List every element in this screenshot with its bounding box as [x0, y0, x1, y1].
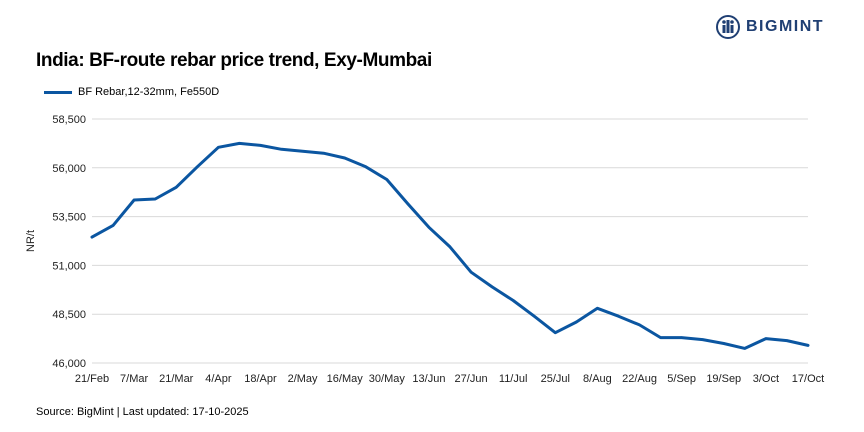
x-tick-label: 16/May — [327, 373, 364, 385]
x-tick-label: 22/Aug — [622, 373, 657, 385]
y-tick-label: 53,500 — [52, 212, 86, 224]
x-tick-label: 30/May — [369, 373, 406, 385]
data-point — [427, 226, 431, 229]
data-point — [175, 186, 178, 189]
data-point — [596, 307, 599, 310]
data-point — [132, 198, 136, 202]
data-point — [575, 320, 578, 324]
data-point — [196, 165, 199, 168]
x-tick-label: 11/Jul — [499, 373, 528, 385]
data-point — [469, 271, 473, 274]
data-point — [343, 156, 346, 160]
brand-logo: BIGMINT — [716, 14, 824, 40]
data-point — [154, 197, 157, 201]
chart-legend: BF Rebar,12-32mm, Fe550D — [44, 86, 219, 98]
x-tick-label: 17/Oct — [792, 373, 824, 385]
x-tick-label: 3/Oct — [753, 373, 779, 385]
legend-swatch — [44, 90, 72, 94]
x-tick-label: 2/May — [288, 373, 318, 385]
chart-title: India: BF-route rebar price trend, Exy-M… — [36, 50, 432, 71]
y-tick-label: 48,500 — [52, 309, 86, 321]
y-tick-label: 51,000 — [52, 260, 86, 272]
data-point — [806, 344, 810, 347]
x-tick-label: 25/Jul — [541, 373, 570, 385]
data-point — [743, 347, 746, 350]
data-point — [701, 338, 704, 341]
y-axis-title: NR/t — [25, 230, 37, 252]
x-tick-label: 8/Aug — [583, 373, 612, 385]
data-point — [617, 315, 620, 318]
data-point — [301, 150, 304, 153]
data-point — [533, 315, 536, 318]
data-point — [364, 165, 367, 168]
x-tick-label: 5/Sep — [667, 373, 696, 385]
x-tick-label: 7/Mar — [120, 373, 148, 385]
x-tick-label: 19/Sep — [706, 373, 741, 385]
data-point — [785, 339, 789, 342]
source-note: Source: BigMint | Last updated: 17-10-20… — [36, 406, 249, 418]
x-tick-label: 21/Feb — [75, 373, 109, 385]
data-point — [554, 331, 557, 334]
y-tick-label: 46,000 — [52, 358, 86, 370]
data-point — [385, 178, 388, 181]
data-point — [490, 285, 494, 289]
x-tick-label: 27/Jun — [455, 373, 488, 385]
x-tick-label: 18/Apr — [244, 373, 277, 385]
y-tick-label: 56,000 — [52, 163, 86, 175]
data-point — [448, 245, 452, 249]
data-point — [764, 337, 768, 340]
data-point — [680, 336, 683, 339]
data-point — [406, 202, 410, 206]
data-point — [512, 299, 515, 302]
data-point — [659, 336, 662, 339]
y-tick-label: 58,500 — [52, 114, 86, 126]
data-point — [259, 144, 262, 147]
x-tick-label: 4/Apr — [205, 373, 232, 385]
data-point — [322, 152, 325, 155]
bigmint-logo-icon — [716, 15, 740, 39]
data-point — [111, 224, 115, 227]
data-point — [638, 323, 641, 327]
data-point — [217, 146, 220, 149]
data-point — [280, 148, 283, 151]
data-point — [238, 142, 241, 145]
data-point — [722, 342, 725, 345]
brand-name: BIGMINT — [746, 18, 825, 35]
x-tick-label: 21/Mar — [159, 373, 194, 385]
data-point — [90, 235, 94, 239]
x-tick-label: 13/Jun — [412, 373, 445, 385]
legend-label: BF Rebar,12-32mm, Fe550D — [78, 86, 220, 98]
